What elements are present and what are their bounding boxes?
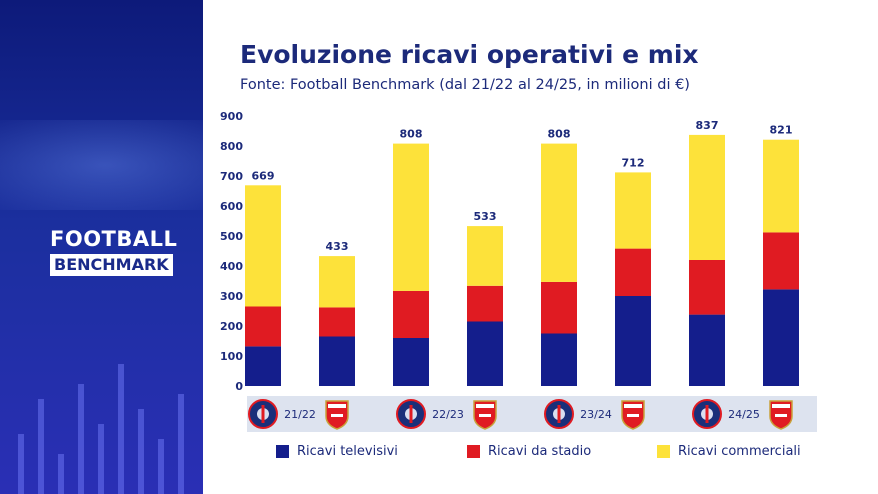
bar-segment	[467, 226, 503, 286]
total-data-label: 808	[400, 128, 423, 141]
legend-swatch	[467, 445, 480, 458]
bar-segment	[467, 321, 503, 386]
season-label: 21/22	[284, 408, 316, 421]
chart-title: Evoluzione ricavi operativi e mix	[240, 40, 699, 69]
arsenal-crest-icon	[624, 404, 642, 408]
total-data-label: 837	[696, 119, 719, 132]
bar-segment	[319, 256, 355, 308]
bar-segment	[615, 172, 651, 249]
y-tick-label: 900	[220, 110, 243, 123]
bar-segment	[763, 232, 799, 290]
bar-segment	[467, 285, 503, 322]
panel-decoration	[8, 344, 198, 494]
bar-segment	[689, 134, 725, 260]
total-data-label: 433	[326, 240, 349, 253]
bar-segment	[245, 306, 281, 347]
y-tick-label: 400	[220, 260, 243, 273]
bar-segment	[393, 143, 429, 291]
legend-swatch	[276, 445, 289, 458]
legend-item-ricavi-commerciali: Ricavi commerciali	[657, 444, 801, 459]
football-benchmark-logo: FOOTBALL BENCHMARK	[50, 227, 177, 276]
chart-subtitle: Fonte: Football Benchmark (dal 21/22 al …	[240, 77, 690, 93]
y-tick-label: 500	[220, 230, 243, 243]
y-tick-label: 0	[235, 380, 243, 393]
bar-segment	[615, 248, 651, 296]
bar-segment	[763, 139, 799, 233]
logo-line-2: BENCHMARK	[50, 254, 173, 276]
arsenal-crest-icon	[772, 404, 790, 408]
y-tick-label: 100	[220, 350, 243, 363]
total-data-label: 808	[548, 128, 571, 141]
arsenal-crest-icon	[775, 414, 787, 417]
psg-crest-icon	[557, 405, 561, 423]
total-data-label: 821	[770, 124, 793, 137]
bar-segment	[393, 290, 429, 338]
arsenal-crest-icon	[331, 414, 343, 417]
legend-item-ricavi-televisivi: Ricavi televisivi	[276, 444, 398, 459]
bar-segment	[763, 289, 799, 386]
psg-crest-icon	[409, 405, 413, 423]
legend-item-ricavi-da-stadio: Ricavi da stadio	[467, 444, 591, 459]
arsenal-crest-icon	[479, 414, 491, 417]
legend-label: Ricavi commerciali	[678, 444, 801, 459]
legend-label: Ricavi televisivi	[297, 444, 398, 459]
total-data-label: 669	[252, 169, 275, 182]
bar-segment	[615, 296, 651, 386]
season-label: 24/25	[728, 408, 760, 421]
bar-segment	[689, 314, 725, 386]
y-tick-label: 800	[220, 140, 243, 153]
bar-segment	[541, 281, 577, 334]
bar-segment	[245, 346, 281, 386]
total-data-label: 712	[622, 156, 645, 169]
psg-crest-icon	[705, 405, 709, 423]
legend-label: Ricavi da stadio	[488, 444, 592, 459]
y-tick-label: 200	[220, 320, 243, 333]
y-tick-label: 300	[220, 290, 243, 303]
legend-swatch	[657, 445, 670, 458]
bar-segment	[245, 185, 281, 307]
arsenal-crest-icon	[476, 404, 494, 408]
logo-line-1: FOOTBALL	[50, 227, 178, 251]
arsenal-crest-icon	[627, 414, 639, 417]
panel-glow	[0, 120, 203, 210]
brand-side-panel	[0, 0, 203, 494]
bar-segment	[393, 338, 429, 386]
bar-segment	[689, 260, 725, 315]
season-label: 22/23	[432, 408, 464, 421]
bar-segment	[541, 143, 577, 282]
total-data-label: 533	[474, 210, 497, 223]
bar-segment	[541, 333, 577, 386]
season-label: 23/24	[580, 408, 612, 421]
bar-segment	[319, 307, 355, 337]
bar-segment	[319, 336, 355, 386]
y-tick-label: 600	[220, 200, 243, 213]
arsenal-crest-icon	[328, 404, 346, 408]
psg-crest-icon	[261, 405, 265, 423]
y-tick-label: 700	[220, 170, 243, 183]
